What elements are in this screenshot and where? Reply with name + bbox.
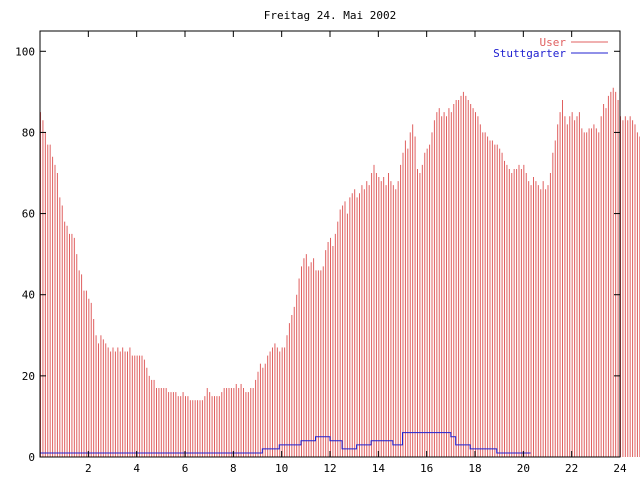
x-tick-label: 22: [565, 462, 578, 475]
user-bars: [40, 87, 640, 457]
x-tick-label: 2: [85, 462, 92, 475]
chart-title: Freitag 24. Mai 2002: [264, 9, 396, 22]
x-tick-label: 8: [230, 462, 237, 475]
y-tick-label: 40: [22, 289, 35, 302]
x-tick-label: 6: [182, 462, 189, 475]
y-tick-label: 20: [22, 370, 35, 383]
y-tick-label: 100: [15, 45, 35, 58]
x-tick-label: 20: [517, 462, 530, 475]
legend-label-user: User: [540, 36, 567, 49]
y-tick-label: 80: [22, 126, 35, 139]
x-tick-label: 18: [468, 462, 481, 475]
x-tick-label: 16: [420, 462, 433, 475]
x-tick-label: 24: [613, 462, 627, 475]
y-tick-label: 0: [28, 451, 35, 464]
legend: User Stuttgarter: [493, 36, 608, 60]
x-tick-label: 12: [323, 462, 336, 475]
x-tick-label: 4: [133, 462, 140, 475]
x-tick-label: 14: [372, 462, 386, 475]
y-tick-label: 60: [22, 208, 35, 221]
x-tick-label: 10: [275, 462, 288, 475]
legend-label-stuttgarter: Stuttgarter: [493, 47, 566, 60]
stuttgarter-line: [40, 432, 531, 454]
